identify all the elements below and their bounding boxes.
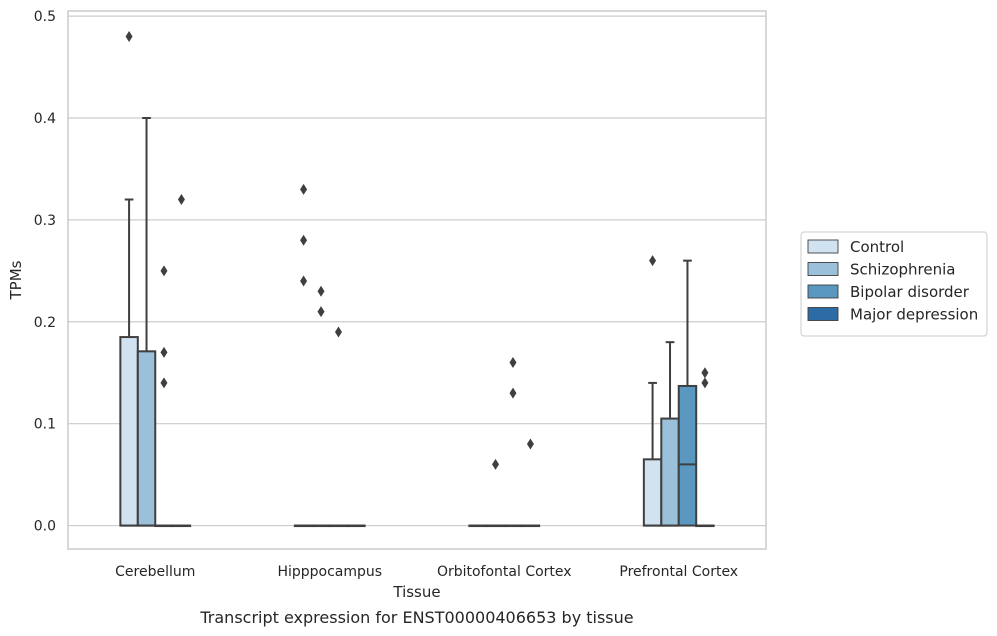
legend: Control Schizophrenia Bipolar disorder Majo… — [800, 231, 988, 337]
legend-swatch — [807, 262, 839, 276]
box-schizophrenia — [136, 116, 157, 527]
chart-caption: Transcript expression for ENST0000040665… — [199, 608, 633, 627]
legend-label: Control — [850, 238, 904, 256]
box-major-depression — [346, 524, 366, 528]
box-control — [293, 183, 314, 528]
y-axis-ticks: 0.0 0.1 0.2 0.3 0.4 0.5 — [34, 9, 56, 534]
outlier-point — [300, 234, 308, 246]
y-tick-label: 0.3 — [34, 213, 56, 229]
y-tick-label: 0.1 — [34, 417, 56, 433]
box-schizophrenia — [311, 285, 331, 528]
box-schizophrenia — [660, 341, 680, 527]
legend-label: Schizophrenia — [850, 261, 955, 279]
legend-label: Major depression — [850, 306, 978, 324]
outlier-point — [492, 458, 500, 470]
box-bipolar-disorder — [154, 265, 174, 528]
box-bipolar-disorder — [677, 259, 698, 527]
box-control — [468, 524, 488, 528]
box-bipolar-disorder — [503, 357, 523, 528]
x-axis-ticks: Cerebellum Hipppocampus Orbitofontal Corte… — [115, 564, 738, 580]
outlier-point — [701, 367, 709, 379]
outlier-point — [334, 326, 342, 338]
outlier-point — [160, 377, 168, 389]
x-axis-title: Tissue — [392, 583, 440, 601]
x-tick-label: Hipppocampus — [277, 564, 382, 580]
box-major-depression — [520, 438, 541, 528]
legend-label: Bipolar disorder — [850, 283, 970, 301]
box — [677, 384, 698, 527]
box-bipolar-disorder — [328, 326, 349, 528]
legend-frame — [800, 231, 988, 337]
x-tick-label: Cerebellum — [115, 564, 195, 580]
box-control — [119, 30, 139, 527]
outlier-point — [160, 265, 168, 277]
y-axis-title: TPMs — [7, 260, 25, 300]
box-control — [642, 255, 663, 527]
outlier-point — [160, 346, 168, 358]
box-schizophrenia — [485, 458, 506, 528]
box — [660, 417, 680, 527]
outlier-point — [509, 387, 517, 399]
y-tick-label: 0.4 — [34, 111, 56, 127]
outlier-point — [701, 377, 709, 389]
outlier-point — [317, 306, 325, 318]
y-tick-label: 0.5 — [34, 9, 56, 25]
legend-swatch — [807, 239, 839, 254]
box — [136, 350, 157, 527]
outlier-point — [526, 438, 534, 450]
plot-area — [119, 30, 715, 528]
outlier-point — [300, 275, 308, 287]
box-major-depression — [171, 194, 192, 528]
plot-frame — [67, 10, 767, 550]
legend-swatch — [807, 307, 839, 321]
box-major-depression — [695, 367, 715, 528]
box — [119, 336, 139, 527]
outlier-point — [649, 255, 657, 267]
y-tick-label: 0.0 — [34, 519, 56, 535]
x-tick-label: Orbitofontal Cortex — [437, 564, 572, 580]
outlier-point — [300, 183, 308, 195]
legend-swatch — [807, 284, 839, 299]
outlier-point — [509, 357, 517, 369]
outlier-point — [125, 30, 133, 42]
box — [642, 458, 663, 527]
outlier-point — [177, 194, 185, 206]
outlier-point — [317, 285, 325, 297]
y-tick-label: 0.2 — [34, 315, 56, 331]
x-tick-label: Prefrontal Cortex — [619, 564, 738, 580]
